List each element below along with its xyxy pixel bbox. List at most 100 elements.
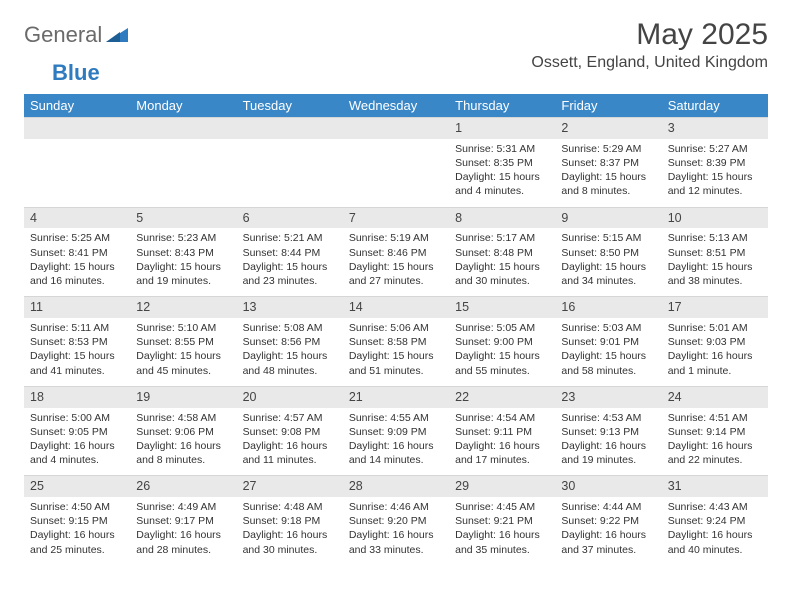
sunset-text: Sunset: 8:43 PM bbox=[136, 246, 230, 260]
day-details: Sunrise: 5:21 AMSunset: 8:44 PMDaylight:… bbox=[243, 231, 337, 288]
day-number-cell: 23 bbox=[555, 386, 661, 407]
day-number-cell bbox=[24, 118, 130, 139]
day-data-cell: Sunrise: 4:44 AMSunset: 9:22 PMDaylight:… bbox=[555, 497, 661, 565]
day-data-cell: Sunrise: 5:03 AMSunset: 9:01 PMDaylight:… bbox=[555, 318, 661, 386]
day-number-cell: 12 bbox=[130, 297, 236, 318]
day-details: Sunrise: 5:13 AMSunset: 8:51 PMDaylight:… bbox=[668, 231, 762, 288]
sunset-text: Sunset: 9:20 PM bbox=[349, 514, 443, 528]
daylight-line2: and 30 minutes. bbox=[243, 543, 337, 557]
day-details: Sunrise: 5:25 AMSunset: 8:41 PMDaylight:… bbox=[30, 231, 124, 288]
day-data-cell: Sunrise: 5:00 AMSunset: 9:05 PMDaylight:… bbox=[24, 408, 130, 476]
day-number-cell: 16 bbox=[555, 297, 661, 318]
week-data-row: Sunrise: 4:50 AMSunset: 9:15 PMDaylight:… bbox=[24, 497, 768, 565]
daylight-line2: and 11 minutes. bbox=[243, 453, 337, 467]
day-data-cell: Sunrise: 4:53 AMSunset: 9:13 PMDaylight:… bbox=[555, 408, 661, 476]
sunset-text: Sunset: 8:53 PM bbox=[30, 335, 124, 349]
daylight-line1: Daylight: 16 hours bbox=[455, 439, 549, 453]
sunrise-text: Sunrise: 4:45 AM bbox=[455, 500, 549, 514]
day-number-cell: 15 bbox=[449, 297, 555, 318]
daylight-line2: and 12 minutes. bbox=[668, 184, 762, 198]
daylight-line1: Daylight: 16 hours bbox=[561, 528, 655, 542]
day-data-cell: Sunrise: 4:58 AMSunset: 9:06 PMDaylight:… bbox=[130, 408, 236, 476]
day-details: Sunrise: 5:17 AMSunset: 8:48 PMDaylight:… bbox=[455, 231, 549, 288]
day-data-cell bbox=[237, 139, 343, 207]
daylight-line1: Daylight: 16 hours bbox=[243, 439, 337, 453]
daylight-line2: and 38 minutes. bbox=[668, 274, 762, 288]
day-number-cell: 22 bbox=[449, 386, 555, 407]
day-number-cell: 3 bbox=[662, 118, 768, 139]
sunset-text: Sunset: 8:39 PM bbox=[668, 156, 762, 170]
day-data-cell: Sunrise: 4:51 AMSunset: 9:14 PMDaylight:… bbox=[662, 408, 768, 476]
sunrise-text: Sunrise: 5:19 AM bbox=[349, 231, 443, 245]
day-number-cell: 25 bbox=[24, 476, 130, 497]
day-details: Sunrise: 5:31 AMSunset: 8:35 PMDaylight:… bbox=[455, 142, 549, 199]
daylight-line1: Daylight: 16 hours bbox=[136, 528, 230, 542]
day-details: Sunrise: 4:49 AMSunset: 9:17 PMDaylight:… bbox=[136, 500, 230, 557]
sunset-text: Sunset: 8:35 PM bbox=[455, 156, 549, 170]
day-number-cell bbox=[343, 118, 449, 139]
sunrise-text: Sunrise: 4:58 AM bbox=[136, 411, 230, 425]
day-number-cell: 10 bbox=[662, 207, 768, 228]
sunset-text: Sunset: 9:18 PM bbox=[243, 514, 337, 528]
sunrise-text: Sunrise: 4:54 AM bbox=[455, 411, 549, 425]
month-title: May 2025 bbox=[531, 18, 768, 52]
day-details: Sunrise: 4:53 AMSunset: 9:13 PMDaylight:… bbox=[561, 411, 655, 468]
week-daynum-row: 45678910 bbox=[24, 207, 768, 228]
day-details: Sunrise: 5:08 AMSunset: 8:56 PMDaylight:… bbox=[243, 321, 337, 378]
sunset-text: Sunset: 8:58 PM bbox=[349, 335, 443, 349]
weekday-sunday: Sunday bbox=[24, 94, 130, 118]
sunrise-text: Sunrise: 5:08 AM bbox=[243, 321, 337, 335]
daylight-line2: and 41 minutes. bbox=[30, 364, 124, 378]
weekday-tuesday: Tuesday bbox=[237, 94, 343, 118]
day-details: Sunrise: 5:01 AMSunset: 9:03 PMDaylight:… bbox=[668, 321, 762, 378]
sunset-text: Sunset: 9:08 PM bbox=[243, 425, 337, 439]
daylight-line2: and 34 minutes. bbox=[561, 274, 655, 288]
day-data-cell: Sunrise: 4:54 AMSunset: 9:11 PMDaylight:… bbox=[449, 408, 555, 476]
week-data-row: Sunrise: 5:25 AMSunset: 8:41 PMDaylight:… bbox=[24, 228, 768, 296]
day-number-cell: 21 bbox=[343, 386, 449, 407]
day-details: Sunrise: 5:03 AMSunset: 9:01 PMDaylight:… bbox=[561, 321, 655, 378]
day-data-cell: Sunrise: 5:11 AMSunset: 8:53 PMDaylight:… bbox=[24, 318, 130, 386]
daylight-line1: Daylight: 16 hours bbox=[455, 528, 549, 542]
logo-triangle-icon bbox=[106, 24, 128, 47]
daylight-line2: and 37 minutes. bbox=[561, 543, 655, 557]
day-data-cell: Sunrise: 5:23 AMSunset: 8:43 PMDaylight:… bbox=[130, 228, 236, 296]
brand-part1: General bbox=[24, 22, 102, 48]
day-data-cell: Sunrise: 5:25 AMSunset: 8:41 PMDaylight:… bbox=[24, 228, 130, 296]
week-data-row: Sunrise: 5:00 AMSunset: 9:05 PMDaylight:… bbox=[24, 408, 768, 476]
sunrise-text: Sunrise: 4:43 AM bbox=[668, 500, 762, 514]
day-data-cell: Sunrise: 5:01 AMSunset: 9:03 PMDaylight:… bbox=[662, 318, 768, 386]
daylight-line2: and 4 minutes. bbox=[30, 453, 124, 467]
weekday-friday: Friday bbox=[555, 94, 661, 118]
calendar-page: General May 2025 Ossett, England, United… bbox=[0, 0, 792, 612]
weekday-saturday: Saturday bbox=[662, 94, 768, 118]
day-number-cell: 30 bbox=[555, 476, 661, 497]
week-daynum-row: 11121314151617 bbox=[24, 297, 768, 318]
daylight-line2: and 55 minutes. bbox=[455, 364, 549, 378]
day-data-cell: Sunrise: 5:17 AMSunset: 8:48 PMDaylight:… bbox=[449, 228, 555, 296]
day-number-cell: 7 bbox=[343, 207, 449, 228]
sunrise-text: Sunrise: 5:00 AM bbox=[30, 411, 124, 425]
sunset-text: Sunset: 9:24 PM bbox=[668, 514, 762, 528]
sunrise-text: Sunrise: 5:23 AM bbox=[136, 231, 230, 245]
day-details: Sunrise: 4:46 AMSunset: 9:20 PMDaylight:… bbox=[349, 500, 443, 557]
sunrise-text: Sunrise: 5:25 AM bbox=[30, 231, 124, 245]
day-details: Sunrise: 4:43 AMSunset: 9:24 PMDaylight:… bbox=[668, 500, 762, 557]
day-data-cell: Sunrise: 5:10 AMSunset: 8:55 PMDaylight:… bbox=[130, 318, 236, 386]
day-data-cell: Sunrise: 5:08 AMSunset: 8:56 PMDaylight:… bbox=[237, 318, 343, 386]
day-data-cell: Sunrise: 5:06 AMSunset: 8:58 PMDaylight:… bbox=[343, 318, 449, 386]
day-details: Sunrise: 4:50 AMSunset: 9:15 PMDaylight:… bbox=[30, 500, 124, 557]
week-daynum-row: 123 bbox=[24, 118, 768, 139]
daylight-line1: Daylight: 15 hours bbox=[455, 349, 549, 363]
day-details: Sunrise: 4:45 AMSunset: 9:21 PMDaylight:… bbox=[455, 500, 549, 557]
brand-logo: General bbox=[24, 18, 130, 48]
day-details: Sunrise: 5:05 AMSunset: 9:00 PMDaylight:… bbox=[455, 321, 549, 378]
daylight-line1: Daylight: 16 hours bbox=[136, 439, 230, 453]
sunrise-text: Sunrise: 5:27 AM bbox=[668, 142, 762, 156]
daylight-line1: Daylight: 15 hours bbox=[668, 260, 762, 274]
sunset-text: Sunset: 9:11 PM bbox=[455, 425, 549, 439]
weekday-wednesday: Wednesday bbox=[343, 94, 449, 118]
daylight-line1: Daylight: 15 hours bbox=[455, 260, 549, 274]
sunrise-text: Sunrise: 5:13 AM bbox=[668, 231, 762, 245]
sunset-text: Sunset: 9:13 PM bbox=[561, 425, 655, 439]
